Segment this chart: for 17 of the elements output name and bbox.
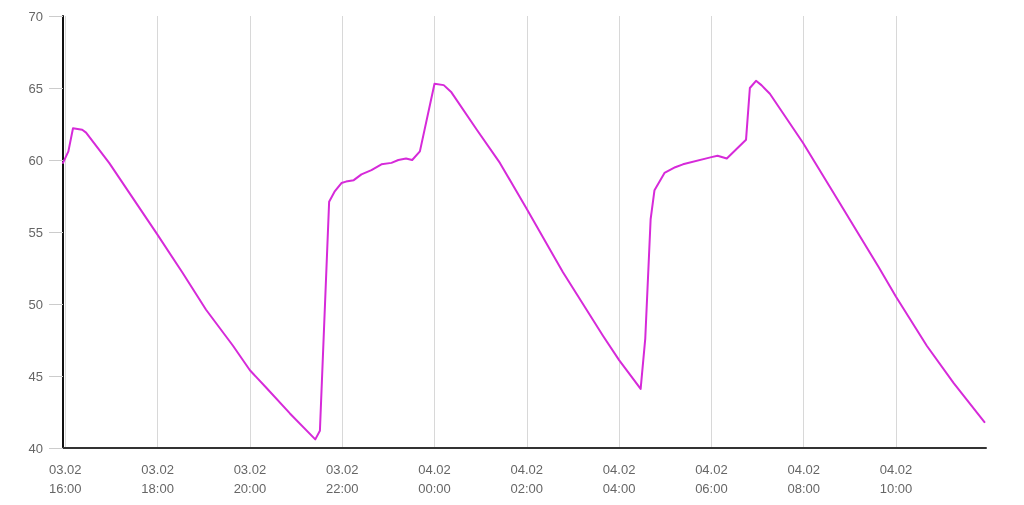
- y-tick-label: 50: [28, 296, 43, 312]
- x-tick-label: 04.02 10:00: [879, 462, 913, 496]
- x-tick-label: 04.02 00:00: [418, 462, 451, 496]
- y-tick-label: 70: [28, 8, 43, 24]
- y-tick-label: 60: [28, 152, 43, 168]
- x-tick-label: 03.02 22:00: [325, 462, 359, 496]
- x-tick-label: 04.02 06:00: [695, 462, 728, 496]
- y-tick-label: 45: [28, 368, 43, 384]
- y-tick-label: 40: [28, 440, 43, 456]
- x-tick-label: 04.02 08:00: [787, 462, 820, 496]
- y-tick-label: 65: [28, 80, 43, 96]
- y-tick-label: 55: [28, 224, 43, 240]
- x-tick-label: 04.02 04:00: [602, 462, 636, 496]
- x-tick-label: 03.02 18:00: [141, 462, 174, 496]
- x-tick-label: 04.02 02:00: [510, 462, 544, 496]
- x-tick-label: 03.02 16:00: [49, 462, 82, 496]
- x-tick-label: 03.02 20:00: [233, 462, 267, 496]
